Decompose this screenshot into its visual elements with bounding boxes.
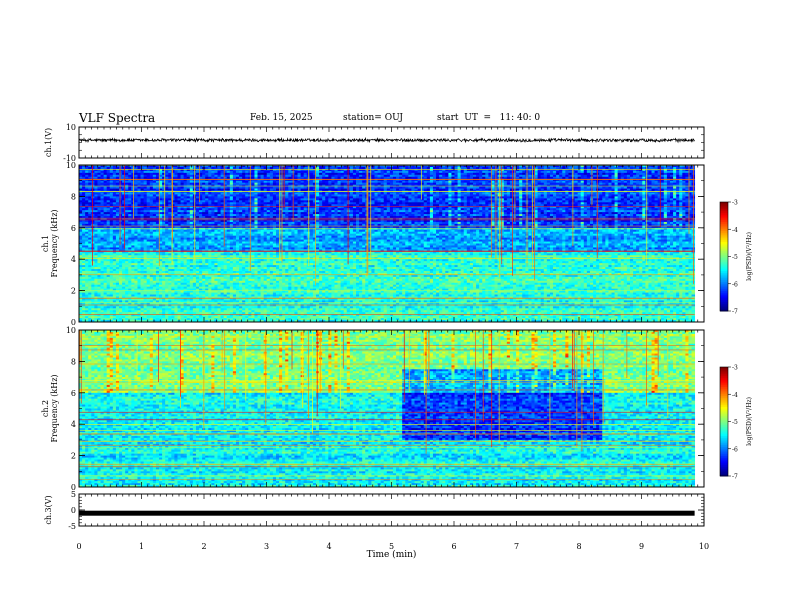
spectrogram-cells bbox=[79, 165, 695, 322]
ch1-trace bbox=[79, 138, 695, 142]
ch1-ylabel: ch.1(V) bbox=[44, 128, 53, 157]
y-tick-label: 10 bbox=[66, 123, 76, 132]
